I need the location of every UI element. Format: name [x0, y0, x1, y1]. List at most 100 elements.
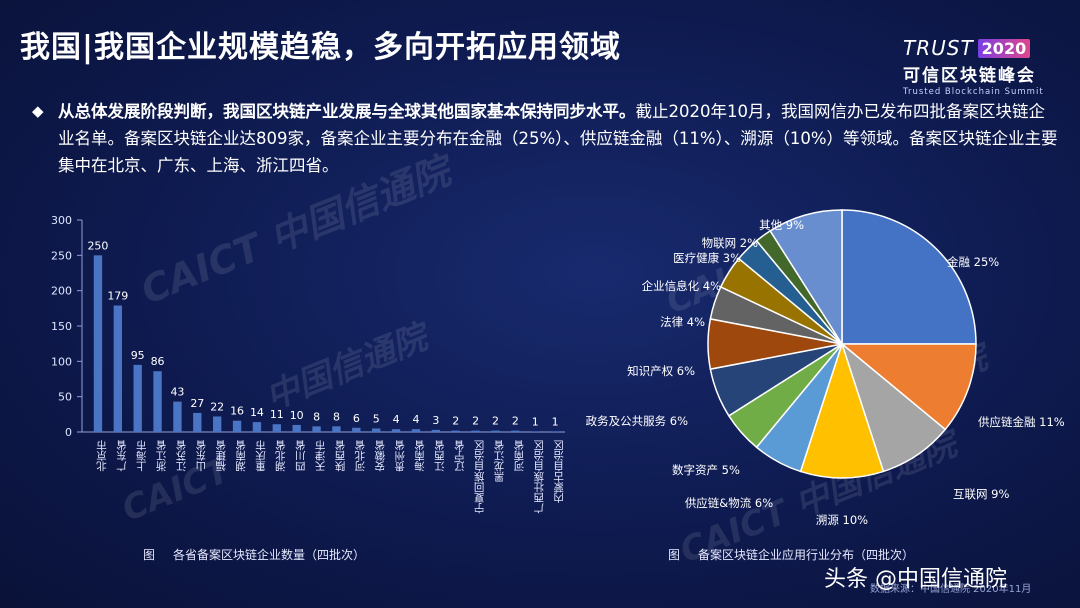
y-tick-label: 150: [51, 320, 72, 333]
bar-16: [411, 429, 421, 432]
pie-slice-label: 溯源 10%: [816, 513, 868, 527]
pie-chart-caption: 图 备案区块链企业应用行业分布（四批次）: [668, 546, 914, 563]
bar-value-label: 10: [290, 409, 304, 422]
x-category-label: 上海市: [136, 439, 148, 471]
diamond-bullet-icon: ◆: [32, 102, 44, 120]
bar-7: [232, 420, 242, 432]
pie-slice-label: 知识产权 6%: [627, 364, 695, 378]
pie-slice-label: 医疗健康 3%: [673, 251, 741, 265]
y-tick-label: 0: [65, 426, 72, 439]
y-tick-label: 100: [51, 355, 72, 368]
logo-year-badge: 2020: [977, 38, 1031, 58]
pie-slice-12: [769, 209, 843, 347]
bar-value-label: 8: [313, 410, 320, 423]
x-category-label: 贵州省: [394, 439, 406, 472]
x-category-label: 河南省: [513, 439, 525, 471]
bar-value-label: 2: [492, 415, 499, 428]
caption-text: 备案区块链企业应用行业分布（四批次）: [698, 548, 915, 562]
x-category-label: 广西壮族自治区: [533, 440, 545, 514]
bar-value-label: 2: [472, 415, 479, 428]
logo-trust-text: TRUST: [903, 36, 974, 60]
bar-value-label: 95: [131, 349, 145, 362]
summit-logo: TRUST 2020 可信区块链峰会 Trusted Blockchain Su…: [903, 36, 1053, 97]
bar-value-label: 11: [270, 408, 284, 421]
logo-chinese-name: 可信区块链峰会: [903, 66, 1036, 86]
province-bar-chart: 050100150200250300250北京市179广东省95上海市86浙江省…: [51, 214, 565, 514]
pie-slice-label: 供应链金融 11%: [978, 415, 1065, 429]
bar-14: [372, 428, 381, 432]
y-tick-label: 200: [51, 285, 72, 298]
x-category-label: 辽宁省: [454, 439, 466, 471]
bar-13: [352, 427, 361, 432]
bar-20: [491, 430, 500, 432]
pie-slice-label: 数字资产 5%: [672, 463, 740, 477]
bar-10: [292, 424, 301, 432]
bar-15: [391, 429, 401, 432]
pie-slice-3: [799, 341, 885, 479]
bar-value-label: 1: [552, 415, 559, 428]
x-category-label: 安徽省: [374, 439, 386, 472]
summary-body: 截止2020年10月，我国网信办已发布四批备案区块链企业名单。备案区块链企业达8…: [58, 102, 1058, 175]
x-category-label: 陕西省: [334, 439, 346, 472]
caption-figure-label: 图: [668, 548, 681, 562]
summary-lead: 从总体发展阶段判断，我国区块链产业发展与全球其他国家基本保持同步水平。: [58, 102, 636, 121]
x-category-label: 黑龙江省: [493, 439, 505, 482]
bar-5: [193, 412, 202, 432]
bar-8: [252, 422, 262, 432]
caption-text: 各省备案区块链企业数量（四批次）: [173, 548, 366, 562]
bar-1: [113, 305, 122, 432]
bar-4: [173, 401, 182, 432]
logo-english-name: Trusted Blockchain Summit: [903, 87, 1044, 97]
x-category-label: 天津市: [315, 439, 327, 471]
bar-value-label: 27: [190, 397, 204, 410]
bar-19: [471, 430, 480, 432]
x-category-label: 广东省: [116, 439, 128, 471]
bar-11: [312, 426, 321, 432]
toutiao-account-watermark: 头条 @中国信通院: [824, 567, 1007, 592]
pie-slice-1: [839, 343, 977, 431]
bar-value-label: 22: [210, 400, 224, 413]
x-category-label: 浙江省: [156, 439, 168, 471]
bar-18: [451, 430, 460, 432]
slide-title: 我国|我国企业规模趋稳，多向开拓应用领域: [20, 30, 621, 65]
bar-value-label: 14: [250, 406, 264, 419]
bar-value-label: 179: [107, 290, 128, 303]
bar-2: [133, 364, 142, 432]
pie-slice-label: 互联网 9%: [953, 487, 1009, 501]
bar-value-label: 3: [432, 414, 439, 427]
y-tick-label: 300: [51, 214, 72, 227]
x-category-label: 福建省: [215, 439, 227, 472]
bar-value-label: 16: [230, 405, 244, 418]
pie-slice-0: [841, 209, 977, 345]
bar-value-label: 250: [87, 239, 108, 252]
industry-pie-chart: 金融 25% 供应链金融 11% 互联网 9% 溯源 10% 供应链&物流 6% 数字资产…: [586, 209, 1065, 527]
x-category-label: 山东省: [195, 439, 207, 471]
bar-value-label: 1: [532, 415, 539, 428]
bar-9: [272, 424, 281, 432]
bar-0: [93, 255, 103, 432]
x-category-label: 江西省: [434, 439, 446, 471]
bar-value-label: 2: [452, 415, 459, 428]
bar-22: [531, 431, 540, 432]
y-tick-label: 250: [51, 249, 72, 262]
x-category-label: 海南省: [414, 439, 426, 472]
bar-value-label: 6: [353, 412, 360, 425]
bar-17: [431, 429, 440, 432]
bar-value-label: 5: [373, 412, 380, 425]
x-category-label: 内蒙古自治区: [553, 440, 565, 504]
bar-value-label: 2: [512, 415, 519, 428]
x-category-label: 四川省: [295, 439, 307, 471]
pie-slice-label: 金融 25%: [947, 255, 999, 269]
x-category-label: 湖北省: [275, 439, 287, 471]
bar-value-label: 8: [333, 410, 340, 423]
bar-value-label: 4: [393, 413, 400, 426]
x-category-label: 江苏省: [175, 439, 187, 471]
x-category-label: 重庆市: [255, 439, 267, 472]
pie-slice-label: 供应链&物流 6%: [685, 496, 773, 510]
bar-value-label: 43: [170, 386, 184, 399]
x-category-label: 宁夏回族自治区: [474, 440, 486, 514]
pie-slice-label: 物联网 2%: [702, 236, 758, 250]
bar-6: [213, 416, 222, 432]
pie-slice-label: 法律 4%: [660, 315, 705, 329]
pie-slice-label: 其他 9%: [759, 218, 804, 232]
